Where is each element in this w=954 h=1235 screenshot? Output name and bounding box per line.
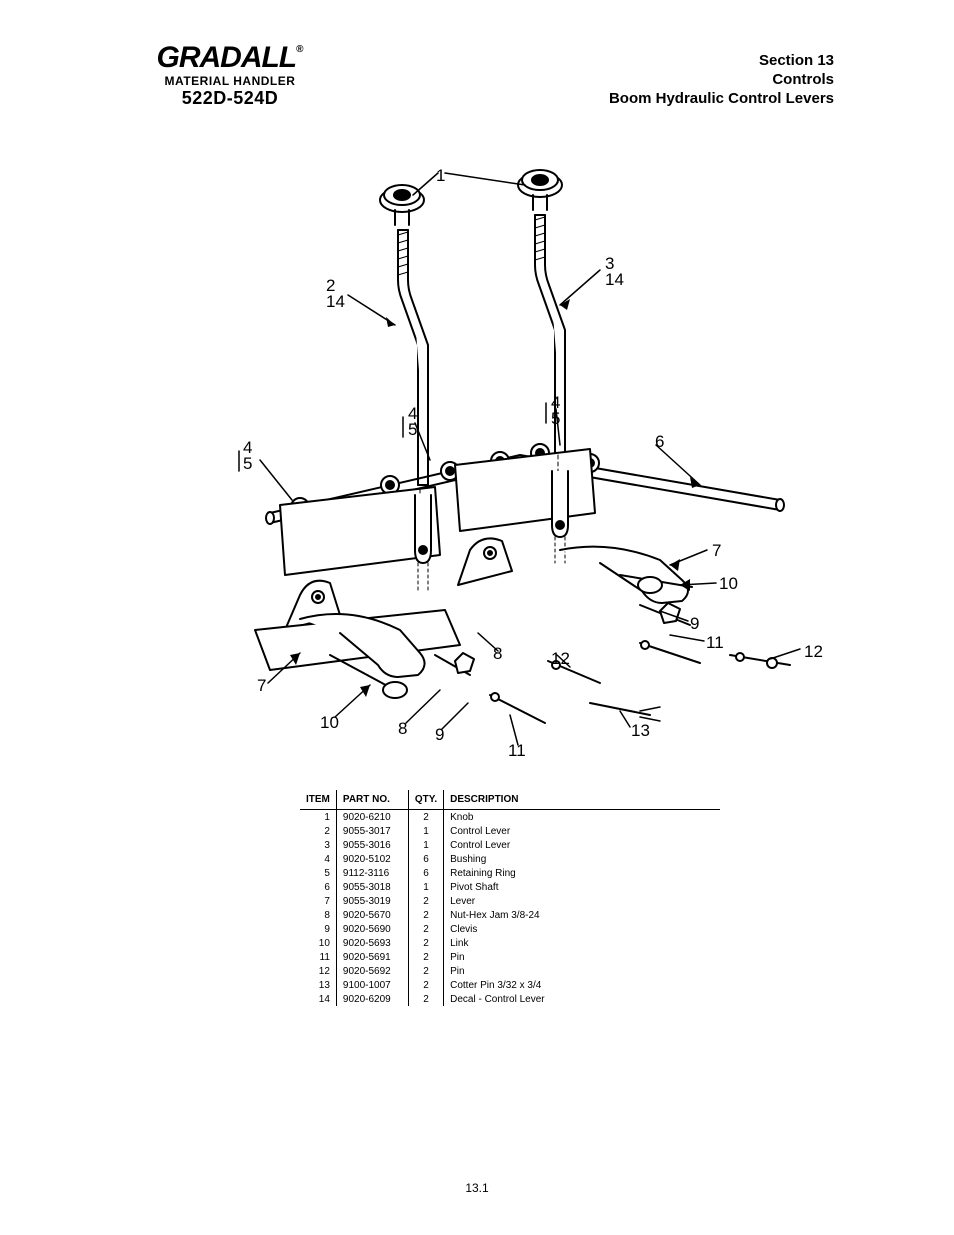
brand-subline-2: 522D-524D: [130, 88, 330, 109]
callout-4a: 4 5: [408, 406, 417, 438]
callout-11a: 11: [706, 635, 724, 651]
callout-9b: 9: [435, 727, 444, 743]
bracket-right: [455, 449, 595, 531]
callout-6: 6: [655, 434, 664, 450]
callout-12a: 12: [804, 644, 823, 660]
callout-7b: 7: [257, 678, 266, 694]
table-row: 89020-56702Nut-Hex Jam 3/8-24: [300, 908, 720, 922]
callout-4c: 4 5: [243, 440, 252, 472]
knob-right: [518, 170, 562, 210]
brand-registered: ®: [296, 44, 303, 55]
lever-left: [398, 230, 428, 485]
callout-4b: 4 5: [551, 395, 560, 427]
page: GRADALL® MATERIAL HANDLER 522D-524D Sect…: [0, 0, 954, 1235]
brand-name: GRADALL: [156, 41, 296, 74]
table-row: 59112-31166Retaining Ring: [300, 866, 720, 880]
col-qty: QTY.: [408, 790, 443, 810]
col-desc: DESCRIPTION: [444, 790, 720, 810]
table-row: 99020-56902Clevis: [300, 922, 720, 936]
callout-13: 13: [631, 723, 650, 739]
section-line-1: Section 13: [609, 52, 834, 71]
lever-right: [535, 215, 565, 465]
parts-body: 19020-62102Knob 29055-30171Control Lever…: [300, 810, 720, 1007]
callout-8b: 8: [398, 721, 407, 737]
exploded-diagram: [0, 155, 954, 775]
brand-name-row: GRADALL®: [130, 44, 330, 72]
table-row: 49020-51026Bushing: [300, 852, 720, 866]
parts-table: ITEM PART NO. QTY. DESCRIPTION 19020-621…: [300, 790, 720, 1006]
table-row: 69055-30181Pivot Shaft: [300, 880, 720, 894]
table-row: 129020-56922Pin: [300, 964, 720, 978]
table-row: 109020-56932Link: [300, 936, 720, 950]
table-row: 119020-56912Pin: [300, 950, 720, 964]
table-row: 139100-10072Cotter Pin 3/32 x 3/4: [300, 978, 720, 992]
parts-header-row: ITEM PART NO. QTY. DESCRIPTION: [300, 790, 720, 810]
table-row: 29055-30171Control Lever: [300, 824, 720, 838]
callout-1: 1: [436, 168, 445, 184]
callout-2: 2 14: [326, 278, 345, 310]
callout-3: 3 14: [605, 256, 624, 288]
col-item: ITEM: [300, 790, 336, 810]
section-line-3: Boom Hydraulic Control Levers: [609, 90, 834, 109]
callout-10b: 10: [320, 715, 339, 731]
callout-11b: 11: [508, 743, 526, 759]
section-title: Section 13 Controls Boom Hydraulic Contr…: [609, 52, 834, 108]
table-row: 39055-30161Control Lever: [300, 838, 720, 852]
page-number: 13.1: [0, 1181, 954, 1195]
clevis-under-left: [415, 495, 431, 590]
callout-9a: 9: [690, 616, 699, 632]
callout-10a: 10: [719, 576, 738, 592]
callout-7a: 7: [712, 543, 721, 559]
lower-right: [458, 538, 790, 721]
table-row: 149020-62092Decal - Control Lever: [300, 992, 720, 1006]
col-part: PART NO.: [336, 790, 408, 810]
brand-subline-1: MATERIAL HANDLER: [130, 74, 330, 88]
brand-block: GRADALL® MATERIAL HANDLER 522D-524D: [130, 44, 330, 109]
diagram-svg: [0, 155, 954, 775]
table-row: 79055-30192Lever: [300, 894, 720, 908]
callout-12b: 12: [551, 651, 570, 667]
section-line-2: Controls: [609, 71, 834, 90]
table-row: 19020-62102Knob: [300, 810, 720, 825]
callout-8a: 8: [493, 646, 502, 662]
